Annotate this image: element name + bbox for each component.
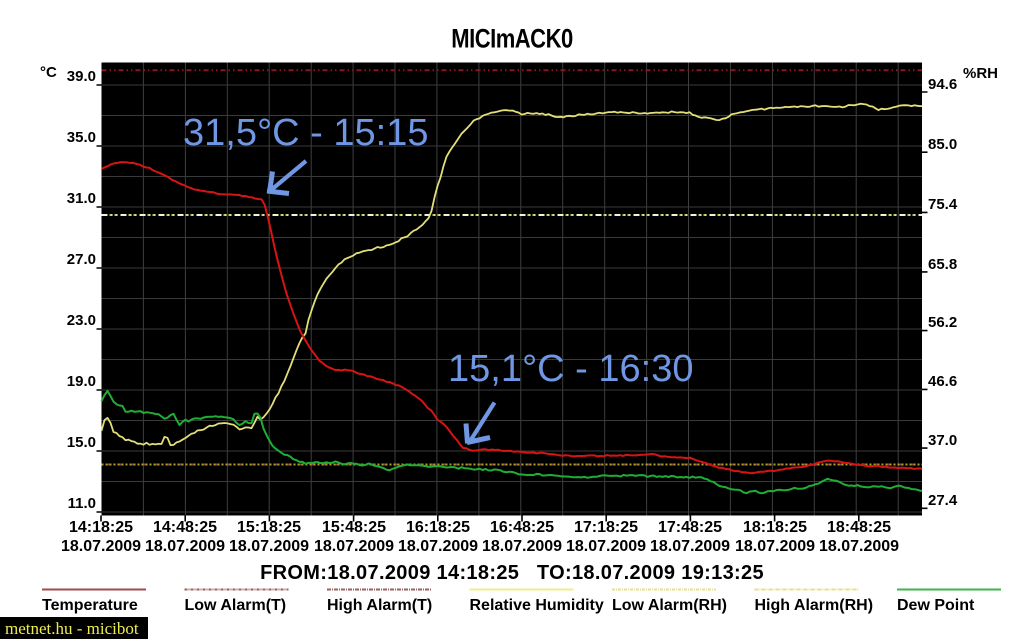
svg-text:High Alarm(T): High Alarm(T) — [327, 597, 432, 614]
svg-text:15,1°C - 16:30: 15,1°C - 16:30 — [448, 348, 693, 390]
svg-text:High Alarm(RH): High Alarm(RH) — [755, 597, 874, 614]
svg-text:31,5°C - 15:15: 31,5°C - 15:15 — [183, 112, 428, 154]
svg-text:Low Alarm(T): Low Alarm(T) — [185, 597, 287, 614]
svg-text:Low Alarm(RH): Low Alarm(RH) — [612, 597, 727, 614]
svg-text:Temperature: Temperature — [42, 597, 138, 614]
svg-text:Relative Humidity: Relative Humidity — [470, 597, 604, 614]
svg-text:Dew Point: Dew Point — [897, 597, 975, 614]
